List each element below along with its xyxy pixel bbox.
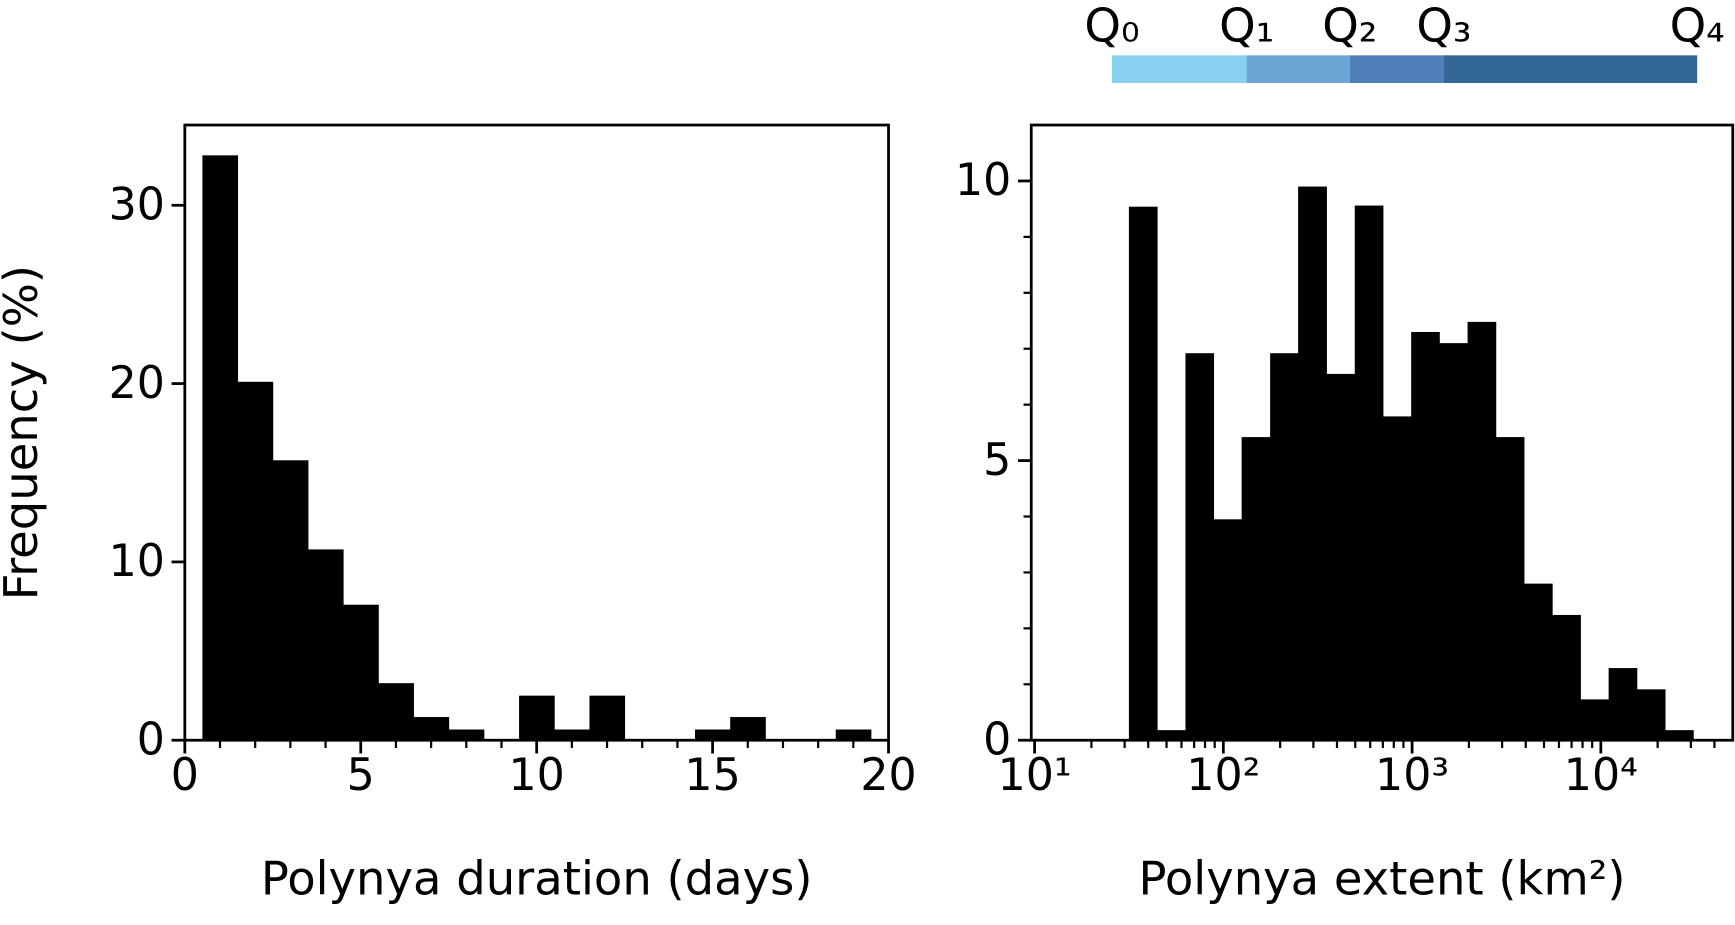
quartile-label: Q₂ <box>1322 0 1377 52</box>
y-tick-label: 5 <box>983 435 1011 486</box>
y-tick-label: 0 <box>137 714 165 765</box>
bar <box>1580 699 1610 741</box>
bar <box>1524 583 1553 741</box>
bar <box>1270 353 1299 741</box>
y-tick-label: 0 <box>983 714 1011 765</box>
x-axis-label: Polynya duration (days) <box>261 851 813 905</box>
bar <box>1665 730 1694 741</box>
bar <box>730 717 766 741</box>
bar <box>1467 321 1497 741</box>
y-tick-label: 30 <box>109 179 165 230</box>
quartile-segment <box>1349 55 1444 83</box>
x-tick-label: 10¹ <box>998 750 1072 801</box>
bar <box>1354 205 1384 741</box>
quartile-segment <box>1246 55 1350 83</box>
x-tick-label: 10² <box>1186 750 1260 801</box>
bar <box>835 729 872 741</box>
bar <box>1241 437 1271 741</box>
bar <box>1298 186 1327 741</box>
bar <box>519 695 555 741</box>
x-tick-label: 10 <box>509 750 565 801</box>
bar <box>554 729 590 741</box>
x-tick-label: 20 <box>860 750 916 801</box>
bar <box>695 729 731 741</box>
quartile-label: Q₄ <box>1670 0 1725 52</box>
y-tick-label: 10 <box>109 536 165 587</box>
x-axis-label: Polynya extent (km²) <box>1139 851 1626 905</box>
y-tick-label: 20 <box>109 358 165 409</box>
quartile-label: Q₃ <box>1416 0 1471 52</box>
quartile-segment <box>1443 55 1698 83</box>
quartile-label: Q₀ <box>1084 0 1139 52</box>
bar <box>1213 519 1243 741</box>
bar <box>307 549 344 741</box>
bar <box>1157 730 1186 741</box>
bar <box>1326 373 1356 741</box>
bar <box>413 717 450 741</box>
bar <box>1552 614 1581 741</box>
y-tick-label: 10 <box>955 155 1011 206</box>
bar <box>343 604 379 741</box>
bar <box>1495 437 1525 741</box>
x-tick-label: 5 <box>347 750 375 801</box>
bar <box>237 381 274 741</box>
bar <box>202 155 239 741</box>
x-tick-label: 15 <box>684 750 740 801</box>
bar <box>1608 668 1638 741</box>
bar <box>1636 689 1666 741</box>
bar <box>448 729 485 741</box>
y-axis-label: Frequency (%) <box>0 265 48 600</box>
bar <box>272 460 309 741</box>
bar <box>1185 353 1215 741</box>
x-tick-label: 10⁴ <box>1564 750 1638 801</box>
bar <box>378 683 414 741</box>
x-tick-label: 0 <box>171 750 199 801</box>
bar <box>1382 416 1412 741</box>
quartile-label: Q₁ <box>1219 0 1274 52</box>
bar <box>1411 331 1440 741</box>
bar <box>589 695 626 741</box>
quartile-segment <box>1111 55 1247 83</box>
bar <box>1439 343 1469 741</box>
bar <box>1128 206 1158 741</box>
x-tick-label: 10³ <box>1375 750 1449 801</box>
